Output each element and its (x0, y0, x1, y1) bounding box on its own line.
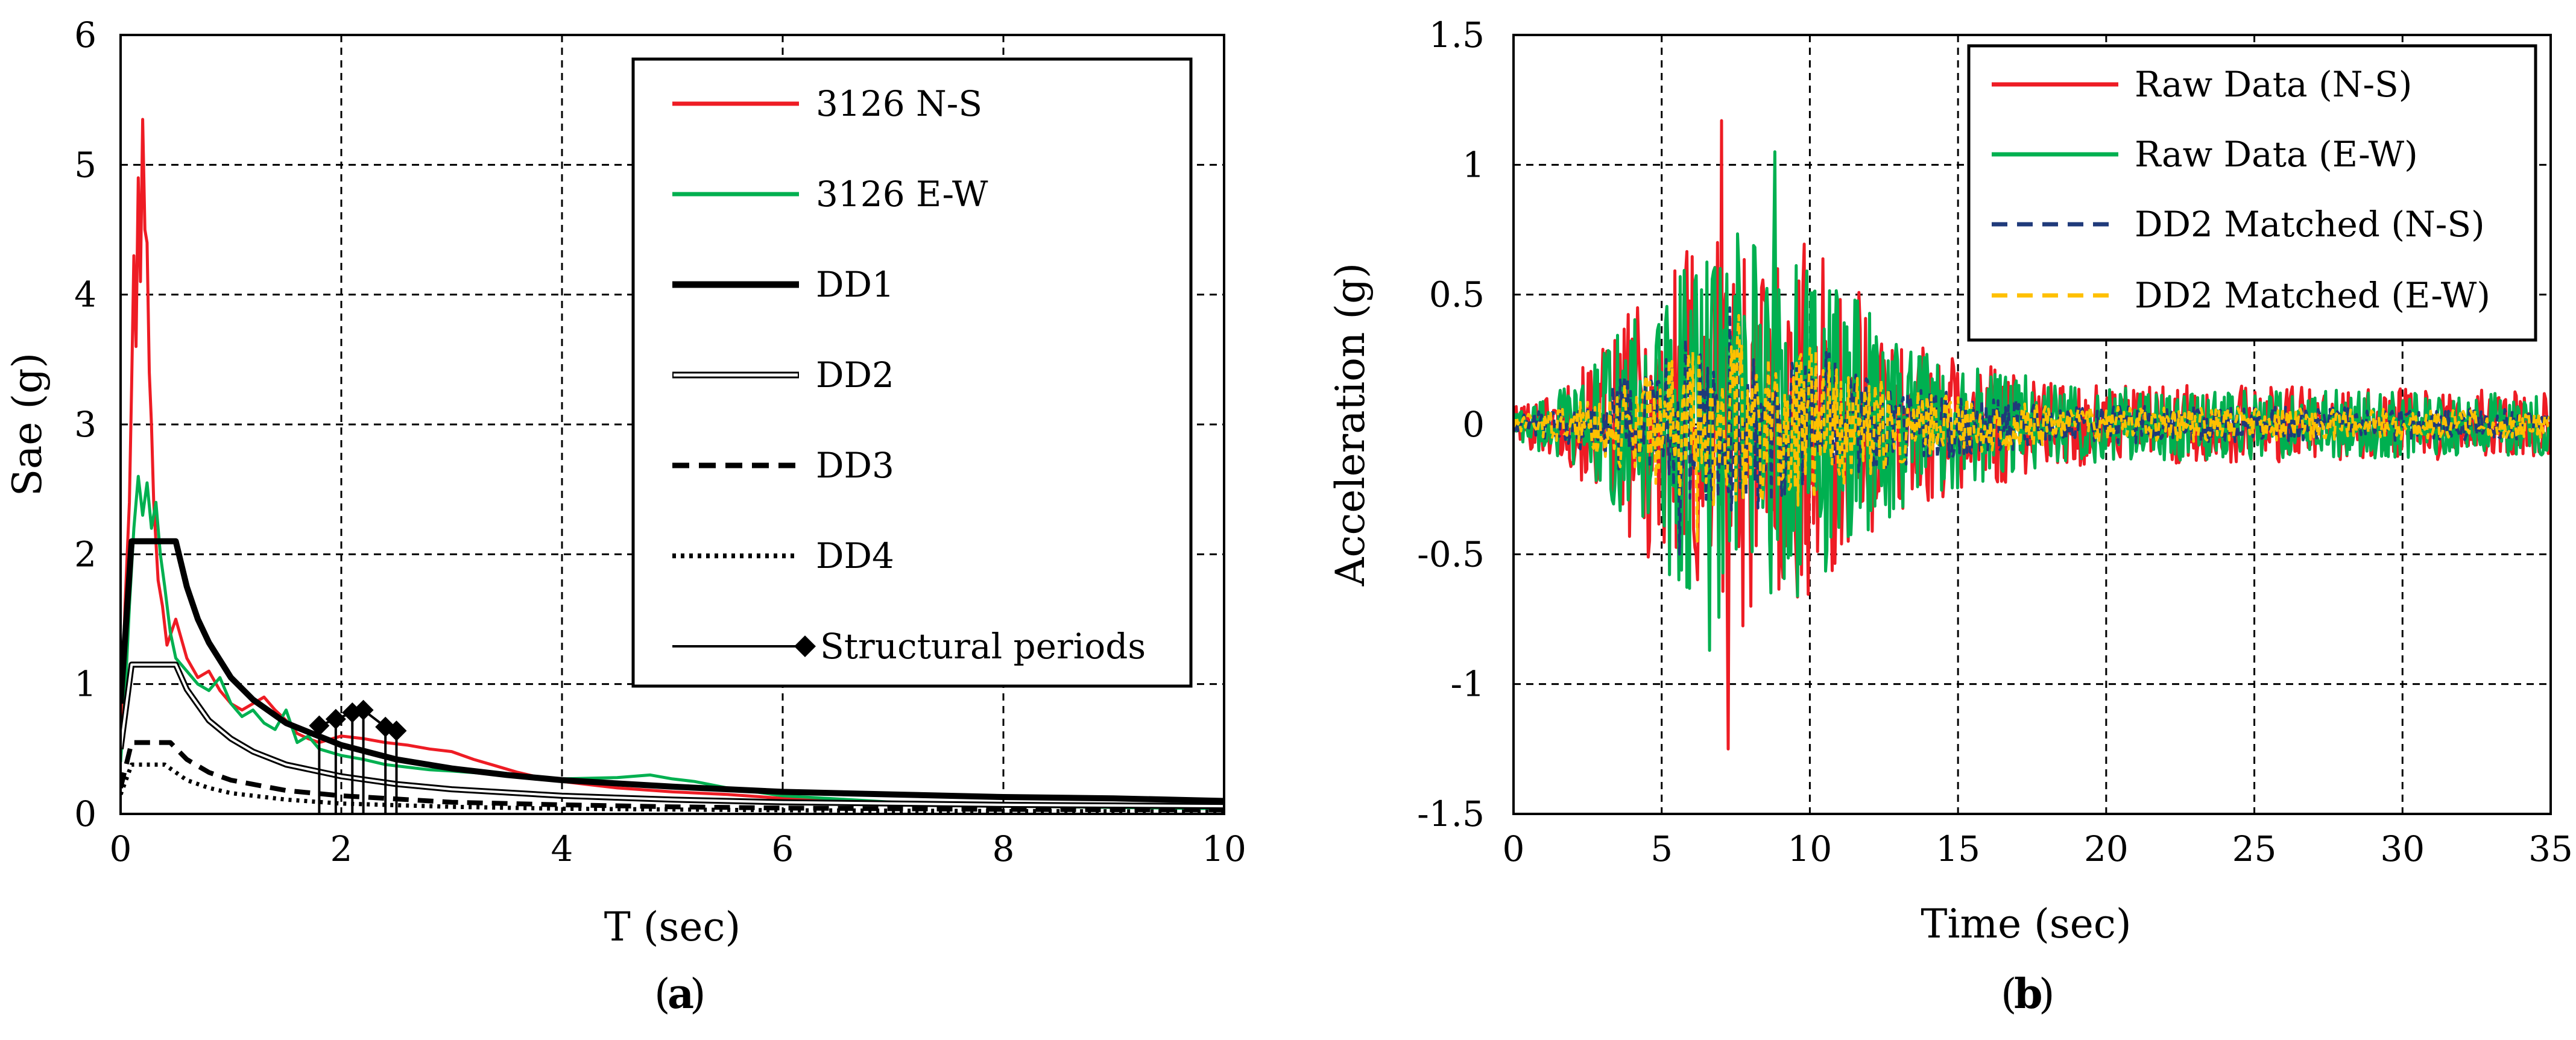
legend-label-dd2-matched-ew: DD2 Matched (E-W) (2135, 275, 2490, 316)
panel-a-y-tick-5: 5 (74, 144, 96, 185)
panel-b-series (1514, 119, 2551, 751)
panel-b-x-axis-label: Time (sec) (1921, 901, 2131, 947)
panel-a-caption: ( a ) (654, 970, 706, 1018)
panel-a-x-tick-0: 0 (110, 828, 132, 869)
panel-b-y-tick-1: 1 (1462, 144, 1485, 185)
panel-b-time-history-chart: 0 5 10 15 20 25 30 35 -1.5 -1 -0.5 0 0.5 1 1.5 Time (s… (1327, 14, 2573, 1018)
legend-marker-structural-periods (794, 635, 816, 657)
panel-b-legend: Raw Data (N-S) Raw Data (E-W) DD2 Matche… (1967, 44, 2537, 342)
panel-a-y-tick-0: 0 (74, 793, 96, 834)
legend-label-dd2-matched-ns: DD2 Matched (N-S) (2135, 204, 2485, 245)
panel-a-y-axis-label: Sae (g) (4, 353, 51, 496)
panel-a-y-tick-2: 2 (74, 534, 96, 575)
panel-a-x-tick-10: 10 (1202, 828, 1246, 869)
panel-b-y-tick-0: 0 (1462, 404, 1485, 445)
panel-a-y-tick-1: 1 (74, 664, 96, 705)
panel-b-x-tick-15: 15 (1936, 828, 1980, 869)
panel-b-axes (1512, 34, 2552, 815)
panel-b-x-tick-35: 35 (2528, 828, 2573, 869)
svg-text:): ) (690, 971, 706, 1018)
legend-label-dd4: DD4 (816, 535, 894, 576)
panel-a-x-tick-8: 8 (993, 828, 1015, 869)
panel-a-y-tick-6: 6 (74, 14, 96, 55)
panel-a-tick-labels: 0 2 4 6 8 10 0 1 2 3 4 5 6 (74, 14, 1246, 869)
panel-b-x-tick-0: 0 (1503, 828, 1525, 869)
legend-label-raw-ew: Raw Data (E-W) (2135, 134, 2418, 175)
legend-label-dd1: DD1 (816, 264, 894, 305)
legend-label-raw-ns: Raw Data (N-S) (2135, 64, 2412, 105)
series-dd4-line (121, 762, 1224, 814)
panel-b-x-tick-20: 20 (2084, 828, 2129, 869)
svg-text:(: ( (654, 971, 671, 1018)
panel-b-x-tick-30: 30 (2380, 828, 2425, 869)
structural-period-marker-4 (353, 699, 374, 720)
series-dd2-line (121, 663, 1224, 808)
panel-b-y-tick-1: -1 (1451, 664, 1485, 705)
structural-period-marker-6 (386, 720, 407, 742)
panel-b-x-tick-5: 5 (1650, 828, 1673, 869)
panel-a-x-tick-4: 4 (551, 828, 573, 869)
panel-a-spectra-chart: 0 2 4 6 8 10 0 1 2 3 4 5 6 T (sec) Sae (g) ( a ) 312… (4, 14, 1246, 1018)
svg-text:(: ( (2001, 971, 2017, 1018)
panel-a-caption-letter: a (668, 970, 694, 1018)
series-dd1-line (121, 538, 1224, 804)
panel-b-caption-letter: b (2014, 970, 2043, 1018)
panel-b-tick-labels: 0 5 10 15 20 25 30 35 -1.5 -1 -0.5 0 0.5 1 1.5 (1417, 14, 2573, 869)
panel-b-x-tick-25: 25 (2232, 828, 2277, 869)
series-dd2-matched-e-w-line (1514, 314, 2551, 543)
legend-label-dd2: DD2 (816, 355, 894, 396)
panel-b-caption: ( b ) (2001, 970, 2055, 1018)
panel-a-series (121, 118, 1224, 814)
legend-label-3126-ns: 3126 N-S (816, 83, 982, 124)
panel-b-x-tick-10: 10 (1788, 828, 1833, 869)
structural-period-marker-2 (325, 708, 346, 730)
panel-a-x-tick-6: 6 (772, 828, 794, 869)
panel-b-y-tick-0-5: 0.5 (1429, 274, 1485, 315)
panel-a-axes (119, 34, 1225, 815)
panel-b-y-tick-1-5: 1.5 (1429, 14, 1485, 55)
panel-b-y-axis-label: Acceleration (g) (1327, 263, 1374, 587)
legend-label-3126-ew: 3126 E-W (816, 174, 988, 215)
panel-a-plot-frame (119, 34, 1225, 815)
series-dd3-line (121, 740, 1224, 813)
panel-b-plot-frame (1512, 34, 2552, 815)
legend-label-dd3: DD3 (816, 445, 894, 486)
svg-text:): ) (2039, 971, 2055, 1018)
panel-a-y-tick-4: 4 (74, 274, 96, 315)
panel-a-y-tick-3: 3 (74, 404, 96, 445)
legend-label-structural-periods: Structural periods (820, 626, 1146, 667)
structural-period-marker-1 (309, 715, 330, 736)
panel-a-x-tick-2: 2 (330, 828, 353, 869)
panel-a-x-axis-label: T (sec) (604, 904, 740, 950)
panel-b-y-tick-0-5: -0.5 (1417, 534, 1485, 575)
panel-b-y-tick-1-5: -1.5 (1417, 793, 1485, 834)
panel-a-legend: 3126 N-S 3126 E-W DD1 DD2 DD3 DD4 Struct… (631, 57, 1193, 688)
